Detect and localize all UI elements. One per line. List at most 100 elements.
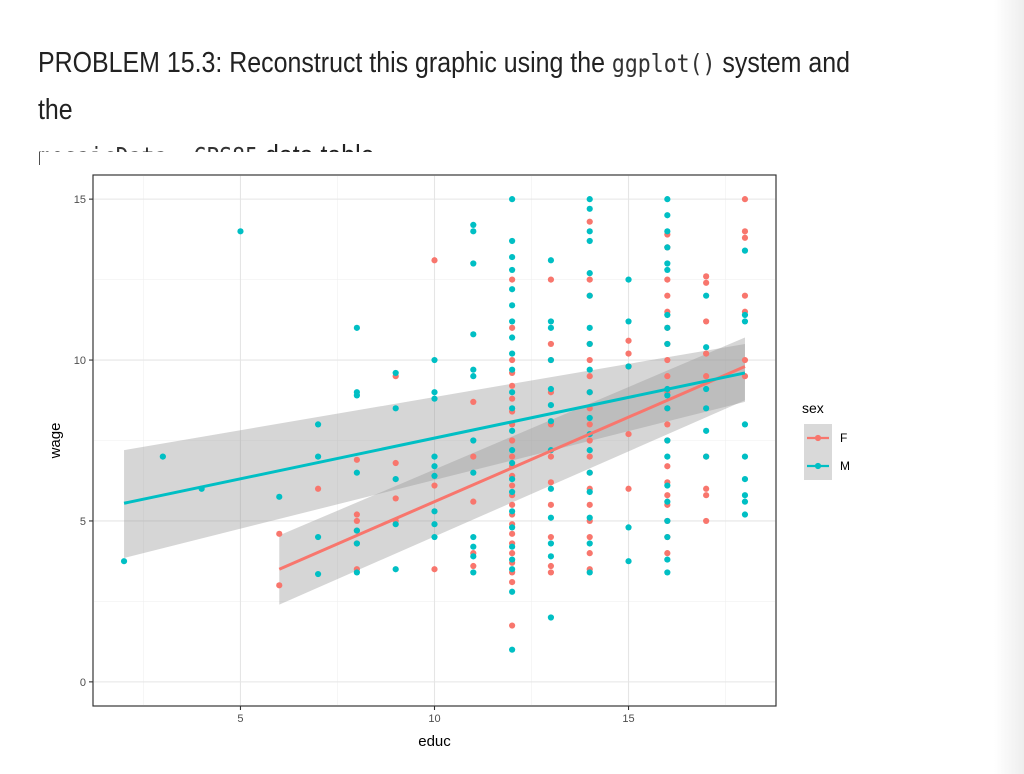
data-point-F	[509, 324, 516, 331]
data-point-M	[586, 270, 593, 277]
data-point-M	[664, 260, 671, 267]
data-point-F	[470, 562, 477, 570]
data-point-F	[625, 350, 632, 357]
data-point-M	[470, 469, 477, 476]
data-point-M	[509, 334, 516, 341]
data-point-M	[741, 453, 749, 460]
data-point-M	[625, 524, 632, 531]
data-point-F	[470, 453, 477, 460]
data-point-M	[353, 540, 360, 547]
data-point-M	[547, 385, 555, 393]
data-point-F	[664, 356, 671, 364]
data-point-M	[547, 257, 555, 264]
data-point-M	[586, 569, 593, 576]
data-point-M	[625, 318, 632, 325]
data-point-M	[509, 543, 516, 550]
data-point-M	[509, 447, 516, 454]
data-point-F	[586, 373, 593, 380]
axis-ticks: 5 10 15 0 5 10 15	[74, 194, 635, 725]
data-point-F	[353, 511, 360, 518]
data-point-M	[586, 514, 593, 521]
data-point-M	[664, 392, 671, 399]
data-point-M	[509, 389, 516, 396]
confidence-band-F	[279, 337, 745, 605]
data-point-M	[586, 237, 593, 245]
data-point-M	[664, 311, 671, 319]
data-point-M	[586, 414, 593, 422]
data-point-M	[431, 521, 438, 528]
data-point-F	[664, 550, 671, 557]
data-point-F	[586, 218, 593, 225]
data-point-M	[664, 228, 671, 235]
data-point-M	[470, 366, 477, 373]
data-point-F	[703, 318, 710, 325]
data-point-M	[509, 237, 516, 245]
data-point-M	[353, 569, 360, 576]
data-point-M	[664, 266, 671, 274]
data-point-F	[547, 569, 555, 576]
data-point-M	[741, 311, 749, 319]
data-point-M	[664, 340, 671, 348]
data-point-F	[625, 485, 632, 492]
data-point-F	[547, 479, 555, 486]
data-point-M	[586, 366, 593, 373]
data-point-M	[392, 476, 399, 483]
y-tick-label: 5	[80, 516, 86, 528]
data-point-M	[586, 292, 593, 299]
data-point-M	[509, 524, 516, 531]
data-point-M	[509, 556, 516, 563]
data-point-M	[741, 511, 749, 518]
data-point-M	[509, 476, 516, 483]
data-point-F	[509, 530, 516, 537]
data-point-M	[509, 405, 516, 412]
data-point-M	[547, 356, 555, 364]
data-point-M	[547, 553, 555, 560]
data-point-M	[509, 646, 516, 653]
data-point-M	[392, 521, 399, 528]
data-point-F	[353, 456, 360, 463]
data-point-M	[509, 427, 516, 434]
legend-key-point-F	[814, 434, 822, 442]
data-point-F	[703, 350, 710, 357]
data-point-M	[431, 533, 438, 541]
data-point-M	[509, 196, 516, 203]
data-point-F	[509, 395, 516, 402]
data-point-F	[741, 228, 749, 235]
data-point-F	[431, 257, 438, 264]
problem-text-mid: system and the	[38, 47, 850, 126]
data-point-M	[547, 485, 555, 492]
y-tick-label: 10	[74, 355, 86, 367]
data-point-M	[431, 356, 438, 364]
code-ggplot: ggplot()	[611, 49, 716, 78]
data-point-M	[470, 228, 477, 235]
data-point-F	[703, 492, 710, 499]
legend-label-M: M	[840, 459, 850, 473]
data-point-M	[586, 340, 593, 348]
data-point-M	[159, 453, 166, 460]
data-point-F	[703, 373, 710, 380]
data-point-M	[314, 421, 322, 428]
data-point-M	[664, 324, 671, 331]
legend: sex FM	[802, 400, 850, 480]
data-point-F	[509, 356, 516, 364]
data-point-F	[664, 292, 671, 299]
data-point-M	[741, 492, 749, 499]
data-point-F	[547, 562, 555, 570]
data-points	[120, 196, 749, 653]
data-point-M	[703, 405, 710, 412]
data-point-M	[547, 540, 555, 547]
data-point-M	[509, 508, 516, 515]
data-point-M	[664, 482, 671, 489]
data-point-M	[664, 212, 671, 219]
data-point-M	[586, 469, 593, 476]
data-point-F	[547, 340, 555, 348]
data-point-M	[353, 392, 360, 399]
data-point-M	[703, 453, 710, 460]
data-point-F	[664, 492, 671, 499]
data-point-M	[353, 527, 360, 534]
data-point-M	[509, 459, 516, 467]
data-point-M	[664, 437, 671, 444]
data-point-F	[703, 517, 710, 525]
data-point-M	[509, 350, 516, 357]
